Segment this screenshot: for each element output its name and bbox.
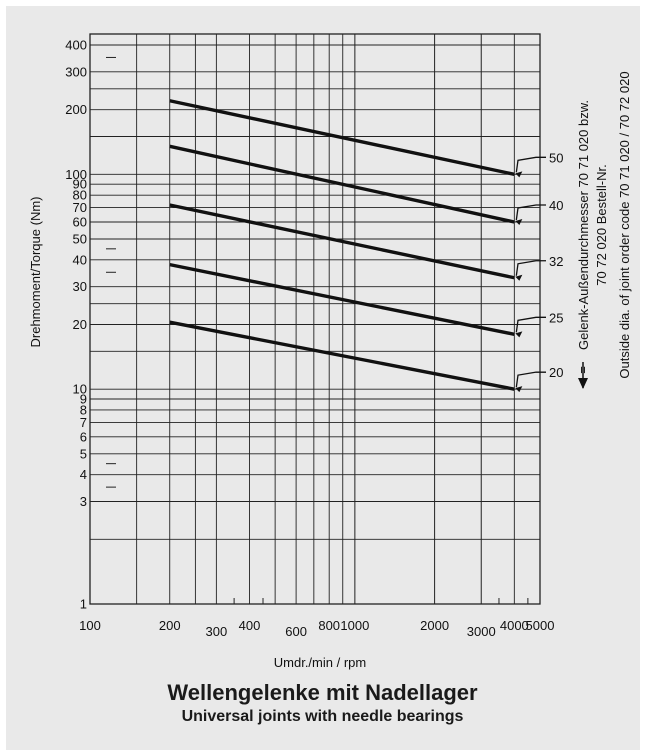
series-line-50 — [169, 99, 515, 176]
right-label-line2: 70 72 020 Bestell-Nr. — [594, 164, 609, 285]
series-arrow-icon — [515, 386, 523, 393]
series-line-20 — [169, 320, 515, 391]
series-arrow-icon — [515, 171, 523, 178]
x-tick-label: 600 — [285, 624, 307, 639]
y-tick-label: 20 — [73, 317, 87, 332]
y-tick-label: 100 — [65, 167, 87, 182]
series-label-25: 25 — [549, 310, 563, 325]
x-tick-label: 5000 — [526, 618, 555, 633]
series-arrow-icon — [515, 331, 523, 338]
y-tick-label: 30 — [73, 279, 87, 294]
x-tick-label: 400 — [239, 618, 261, 633]
series-lines — [169, 99, 515, 391]
x-tick-label: 3000 — [467, 624, 496, 639]
series-label-32: 32 — [549, 254, 563, 269]
y-tick-label: 80 — [73, 188, 87, 203]
y-tick-label: 40 — [73, 252, 87, 267]
y-tick-label: 3 — [80, 494, 87, 509]
x-axis-label: Umdr./min / rpm — [274, 655, 366, 670]
plot-border — [89, 33, 541, 605]
series-callout-32 — [515, 260, 546, 276]
y-tick-label: 400 — [65, 37, 87, 52]
x-tick-label: 4000 — [500, 618, 529, 633]
series-line-25 — [169, 262, 515, 336]
x-tick-label: 2000 — [420, 618, 449, 633]
chart-figure — [6, 6, 640, 750]
right-label-line1: Gelenk-Außendurchmesser 70 71 020 bzw. — [576, 100, 591, 350]
series-callout-25 — [515, 316, 546, 333]
y-tick-label: 8 — [80, 402, 87, 417]
x-tick-label: 1000 — [340, 618, 369, 633]
series-label-50: 50 — [549, 150, 563, 165]
series-arrow-icon — [515, 274, 523, 281]
series-line-40 — [169, 144, 515, 224]
x-tick-label: 200 — [159, 618, 181, 633]
marker-indicator-symbol: = — [575, 366, 590, 374]
y-tick-label: 60 — [73, 214, 87, 229]
plot-frame — [89, 33, 541, 605]
caption-title-de: Wellengelenke mit Nadellager — [167, 680, 478, 705]
y-tick-label: 10 — [73, 382, 87, 397]
y-tick-label: 5 — [80, 446, 87, 461]
caption-title-en: Universal joints with needle bearings — [181, 708, 464, 725]
series-callout-20 — [515, 371, 546, 388]
series-arrow-icon — [515, 218, 523, 225]
y-tick-label: 70 — [73, 200, 87, 215]
x-tick-label: 300 — [206, 624, 228, 639]
y-tick-label: 300 — [65, 64, 87, 79]
y-axis-label: Drehmoment/Torque (Nm) — [28, 197, 43, 348]
y-tick-label: 200 — [65, 102, 87, 117]
series-callout-40 — [515, 204, 546, 221]
series-label-20: 20 — [549, 365, 563, 380]
series-callout-50 — [515, 156, 546, 173]
y-tick-label: 50 — [73, 232, 87, 247]
y-tick-label: 7 — [80, 415, 87, 430]
y-tick-label: 1 — [80, 597, 87, 612]
right-label-line3: Outside dia. of joint order code 70 71 0… — [617, 71, 632, 378]
series-label-40: 40 — [549, 198, 563, 213]
grid — [89, 34, 540, 605]
y-tick-label: 6 — [80, 429, 87, 444]
y-tick-label: 9 — [80, 391, 87, 406]
y-tick-label: 4 — [80, 467, 87, 482]
x-tick-label: 100 — [79, 618, 101, 633]
y-tick-label: 90 — [73, 177, 87, 192]
marker-indicator-arrow-icon — [578, 378, 588, 389]
series-line-32 — [169, 203, 515, 280]
x-tick-label: 800 — [318, 618, 340, 633]
series-marker-indicator: = — [575, 362, 590, 389]
series-markers: 50 40 32 25 20 — [515, 150, 563, 393]
